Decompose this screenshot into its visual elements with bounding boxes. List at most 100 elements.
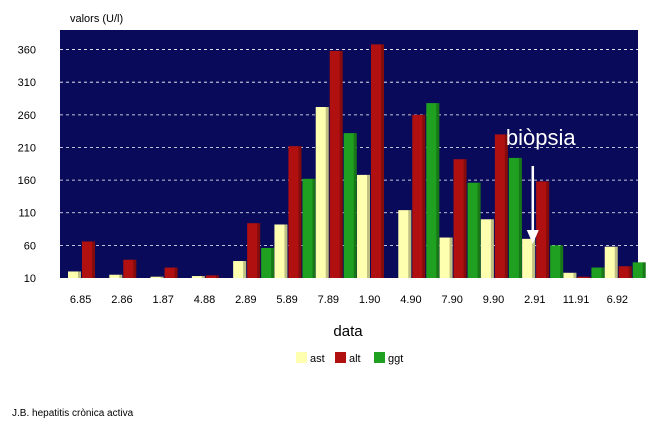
bar-shade xyxy=(477,182,481,278)
bar-alt xyxy=(494,134,508,278)
bar-shade xyxy=(573,272,577,278)
legend-label-ggt: ggt xyxy=(388,353,403,365)
y-tick-label: 260 xyxy=(18,110,36,122)
bar-ggt xyxy=(632,262,646,278)
y-axis-label: valors (U/l) xyxy=(70,13,123,25)
bar-shade xyxy=(271,247,275,278)
annotation-text: biòpsia xyxy=(506,125,576,150)
bar-ast xyxy=(274,224,288,278)
bar-alt xyxy=(577,276,591,278)
bar-alt xyxy=(288,146,302,278)
bar-shade xyxy=(504,134,508,278)
bar-shade xyxy=(532,238,536,278)
bar-alt xyxy=(82,241,95,278)
bar-ggt xyxy=(343,133,357,278)
bar-shade xyxy=(133,259,137,278)
bar-shade xyxy=(449,237,453,278)
bars xyxy=(68,44,646,279)
bar-shade xyxy=(78,271,81,278)
legend: ast alt ggt xyxy=(296,352,403,365)
y-tick-label: 160 xyxy=(18,175,36,187)
bar-ast xyxy=(522,238,536,278)
legend-label-alt: alt xyxy=(349,353,361,365)
bar-ast xyxy=(68,271,81,278)
bar-ast xyxy=(398,210,412,278)
x-tick-label: 7.89 xyxy=(318,294,339,306)
bar-shade xyxy=(312,178,316,278)
bar-ast xyxy=(150,276,164,278)
x-tick-label: 7.90 xyxy=(442,294,463,306)
bar-alt xyxy=(371,44,384,278)
bar-alt xyxy=(412,114,426,278)
annotation-arrow-head xyxy=(526,230,539,244)
bar-ggt xyxy=(591,267,605,278)
bar-ast xyxy=(191,276,205,278)
bar-ast xyxy=(109,274,123,278)
bar-shade xyxy=(243,261,247,278)
y-tick-label: 360 xyxy=(18,45,36,57)
legend-swatch-alt xyxy=(335,352,346,363)
bar-shade xyxy=(201,276,205,278)
bar-shade xyxy=(92,241,95,278)
bar-ast xyxy=(480,219,494,278)
bar-alt xyxy=(247,223,261,278)
x-tick-label: 2.86 xyxy=(111,294,132,306)
bar-shade xyxy=(215,275,219,278)
y-tick-label: 60 xyxy=(24,240,36,252)
bar-shade xyxy=(174,267,178,278)
x-axis-label: data xyxy=(333,323,363,340)
x-tick-label: 2.89 xyxy=(235,294,256,306)
footer-caption: J.B. hepatitis crònica activa xyxy=(12,408,134,419)
bar-alt xyxy=(164,267,178,278)
bar-alt xyxy=(205,275,219,278)
bar-shade xyxy=(422,114,426,278)
bar-shade xyxy=(436,103,440,279)
bar-shade xyxy=(325,107,329,278)
bar-alt xyxy=(618,266,632,278)
bar-ast xyxy=(439,237,453,278)
bar-alt xyxy=(536,181,550,278)
bar-ggt xyxy=(467,182,481,278)
bar-ast xyxy=(233,261,247,278)
bar-shade xyxy=(257,223,261,278)
bar-ggt xyxy=(550,245,564,278)
bar-shade xyxy=(160,276,164,278)
y-tick-label: 210 xyxy=(18,142,36,154)
x-tick-labels: 6.85 2.86 1.87 4.88 2.89 5.89 7.89 1.90 4.90 7.90… xyxy=(70,294,628,306)
x-tick-label: 2.91 xyxy=(524,294,545,306)
x-tick-label: 4.90 xyxy=(400,294,421,306)
bar-shade xyxy=(367,174,370,278)
bar-ast xyxy=(357,174,370,278)
bar-shade xyxy=(628,266,632,278)
bar-shade xyxy=(408,210,412,278)
x-tick-label: 1.90 xyxy=(359,294,380,306)
bar-ast xyxy=(604,246,618,278)
bar-ast xyxy=(563,272,577,278)
legend-swatch-ast xyxy=(296,352,307,363)
bar-shade xyxy=(614,246,618,278)
bar-shade xyxy=(381,44,384,278)
bar-shade xyxy=(353,133,357,278)
x-tick-label: 6.85 xyxy=(70,294,91,306)
bar-shade xyxy=(284,224,288,278)
bar-shade xyxy=(560,245,564,278)
x-tick-label: 11.91 xyxy=(563,294,590,306)
x-tick-label: 9.90 xyxy=(483,294,504,306)
x-tick-label: 5.89 xyxy=(276,294,297,306)
bar-alt xyxy=(123,259,137,278)
x-tick-label: 1.87 xyxy=(153,294,174,306)
biopsy-annotation: biòpsia xyxy=(506,125,576,244)
bar-shade xyxy=(119,274,123,278)
bar-shade xyxy=(298,146,302,278)
bar-ggt xyxy=(261,247,275,278)
x-tick-label: 6.92 xyxy=(607,294,628,306)
bar-alt xyxy=(453,159,467,278)
bar-ast xyxy=(315,107,329,278)
y-tick-label: 10 xyxy=(24,273,36,285)
bar-shade xyxy=(339,50,343,278)
y-tick-labels: 10 60 110 160 210 260 310 360 xyxy=(18,45,36,285)
bar-ggt xyxy=(508,157,522,278)
legend-swatch-ggt xyxy=(374,352,385,363)
bar-ggt xyxy=(426,103,440,279)
